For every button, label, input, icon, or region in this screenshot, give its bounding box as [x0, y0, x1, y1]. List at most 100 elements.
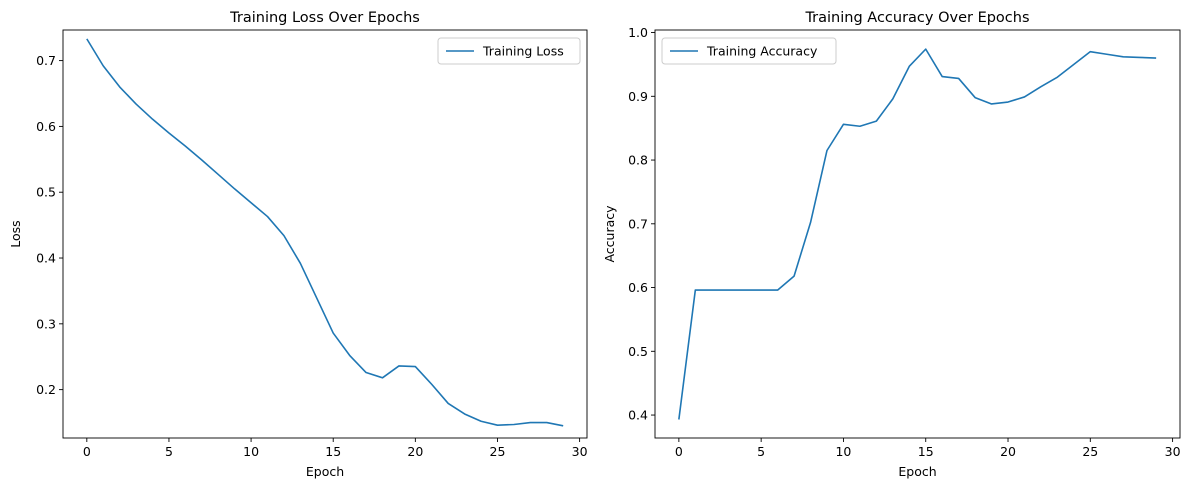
loss-data-point — [365, 371, 367, 373]
loss-data-point — [316, 297, 318, 299]
accuracy-data-point — [974, 96, 976, 98]
loss-data-point — [168, 132, 170, 134]
accuracy-ytick-label: 0.9 — [628, 89, 648, 104]
accuracy-data-point — [678, 418, 680, 420]
loss-data-point — [299, 262, 301, 264]
accuracy-data-point — [711, 289, 713, 291]
accuracy-data-point — [1122, 56, 1124, 58]
loss-data-point — [431, 383, 433, 385]
loss-chart: 0 5 10 15 20 25 30 0.2 0.3 0.4 0.5 0.6 0.7 Training L… — [8, 10, 588, 479]
accuracy-data-point — [908, 65, 910, 67]
loss-legend-box — [437, 37, 581, 65]
accuracy-data-point — [743, 289, 745, 291]
loss-data-point — [398, 365, 400, 367]
loss-ytick-label: 0.5 — [36, 185, 56, 200]
accuracy-chart-title: Training Accuracy Over Epochs — [804, 10, 1029, 26]
loss-data-point — [233, 188, 235, 190]
accuracy-data-point — [1106, 53, 1108, 55]
accuracy-data-point — [925, 48, 927, 50]
accuracy-ytick-label: 0.6 — [628, 280, 648, 295]
accuracy-axes-frame — [654, 29, 1181, 439]
loss-data-point — [250, 202, 252, 204]
accuracy-data-point — [941, 75, 943, 77]
accuracy-data-point — [826, 149, 828, 151]
loss-data-point — [184, 145, 186, 147]
loss-xtick-label: 20 — [407, 444, 423, 459]
loss-data-point — [332, 332, 334, 334]
accuracy-data-point — [1089, 50, 1091, 52]
accuracy-data-point — [1007, 101, 1009, 103]
loss-data-point — [86, 38, 88, 40]
accuracy-data-point — [760, 289, 762, 291]
accuracy-data-point — [859, 125, 861, 127]
loss-series-line — [86, 38, 564, 427]
accuracy-xtick-label: 25 — [1082, 444, 1098, 459]
accuracy-xtick-label: 0 — [675, 444, 683, 459]
loss-x-axis-label: Epoch — [306, 464, 344, 479]
accuracy-data-point — [776, 289, 778, 291]
accuracy-data-point — [1138, 56, 1140, 58]
accuracy-legend-label: Training Accuracy — [706, 44, 818, 59]
accuracy-ytick-label: 0.4 — [628, 408, 648, 423]
accuracy-xtick-label: 15 — [918, 444, 934, 459]
accuracy-data-point — [694, 289, 696, 291]
loss-ytick-label: 0.4 — [36, 251, 56, 266]
accuracy-data-point — [990, 103, 992, 105]
loss-data-point — [447, 402, 449, 404]
accuracy-data-point — [1023, 96, 1025, 98]
accuracy-x-axis-label: Epoch — [898, 464, 936, 479]
loss-ytick-label: 0.6 — [36, 119, 56, 134]
accuracy-xtick-label: 5 — [757, 444, 765, 459]
loss-ytick-label: 0.3 — [36, 316, 56, 331]
loss-data-point — [463, 413, 465, 415]
loss-data-point — [529, 421, 531, 423]
loss-data-point — [151, 118, 153, 120]
loss-data-point — [118, 86, 120, 88]
accuracy-ytick-label: 0.7 — [628, 216, 648, 231]
loss-data-point — [480, 420, 482, 422]
loss-data-point — [513, 423, 515, 425]
accuracy-xtick-label: 10 — [835, 444, 851, 459]
accuracy-legend-box — [661, 37, 837, 65]
loss-legend-label: Training Loss — [482, 44, 564, 59]
loss-xtick-label: 0 — [83, 444, 91, 459]
accuracy-data-point — [957, 77, 959, 79]
loss-xtick-label: 15 — [325, 444, 341, 459]
loss-data-point — [201, 159, 203, 161]
accuracy-data-point — [875, 120, 877, 122]
accuracy-data-point — [793, 275, 795, 277]
loss-data-point — [283, 234, 285, 236]
loss-data-point — [381, 377, 383, 379]
accuracy-data-point — [809, 221, 811, 223]
accuracy-ytick-label: 1.0 — [628, 25, 648, 40]
accuracy-data-point — [727, 289, 729, 291]
accuracy-data-point — [1040, 86, 1042, 88]
loss-data-point — [348, 354, 350, 356]
loss-xtick-label: 30 — [572, 444, 588, 459]
loss-data-point — [414, 365, 416, 367]
loss-data-point — [266, 215, 268, 217]
accuracy-data-point — [1155, 57, 1157, 59]
accuracy-data-point — [892, 98, 894, 100]
loss-xtick-label: 5 — [165, 444, 173, 459]
loss-chart-title: Training Loss Over Epochs — [229, 10, 420, 26]
accuracy-ytick-label: 0.8 — [628, 153, 648, 168]
loss-data-point — [496, 424, 498, 426]
loss-xtick-label: 10 — [243, 444, 259, 459]
loss-data-point — [562, 425, 564, 427]
loss-xtick-label: 25 — [490, 444, 506, 459]
accuracy-series-line — [678, 48, 1157, 420]
accuracy-data-point — [1073, 63, 1075, 65]
loss-data-point — [102, 65, 104, 67]
accuracy-ytick-label: 0.5 — [628, 344, 648, 359]
accuracy-y-axis-label: Accuracy — [602, 205, 617, 263]
accuracy-xtick-label: 20 — [1000, 444, 1016, 459]
loss-ytick-label: 0.2 — [36, 382, 56, 397]
accuracy-data-point — [1056, 76, 1058, 78]
loss-data-point — [217, 173, 219, 175]
loss-y-axis-label: Loss — [8, 220, 23, 247]
loss-data-point — [135, 103, 137, 105]
loss-ytick-label: 0.7 — [36, 53, 56, 68]
accuracy-chart: 0 5 10 15 20 25 30 0.4 0.5 0.6 0.7 0.8 0.9 1.0 Trainin… — [602, 10, 1181, 479]
